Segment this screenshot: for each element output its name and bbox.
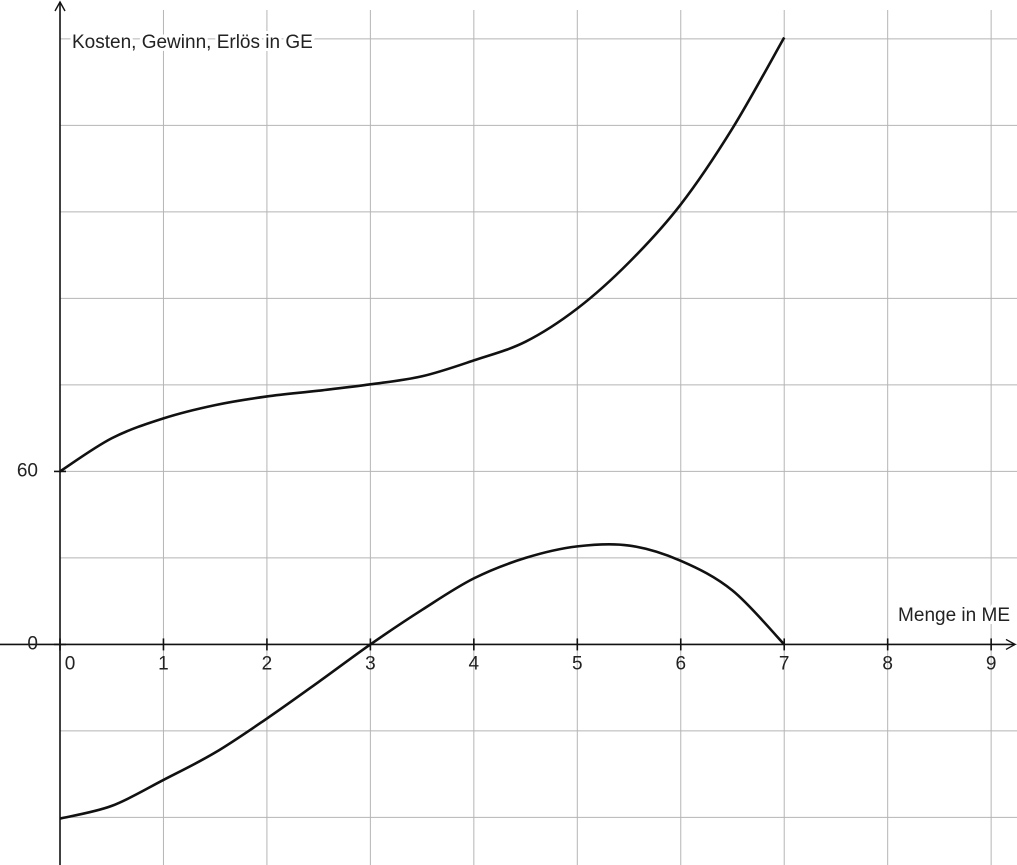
y-tick-label: 0 [27, 633, 38, 654]
curve [59, 542, 786, 820]
x-tick-label: 7 [779, 653, 790, 674]
x-tick-label: 8 [882, 653, 893, 674]
x-axis-label: Menge in ME [898, 605, 1010, 626]
y-tick-label: 60 [17, 460, 38, 481]
x-tick-label: 9 [986, 653, 997, 674]
x-tick-label: 2 [262, 653, 273, 674]
grid [59, 10, 1017, 865]
x-tick-label: 4 [469, 653, 480, 674]
labels: Kosten, Gewinn, Erlös in GE Menge in ME [69, 29, 1013, 629]
y-axis-label: Kosten, Gewinn, Erlös in GE [72, 32, 313, 53]
x-tick-label: 3 [365, 653, 376, 674]
x-tick-label: 5 [572, 653, 583, 674]
curve [59, 36, 786, 473]
x-tick-label: 0 [65, 653, 76, 674]
x-tick-label: 6 [675, 653, 686, 674]
x-tick-label: 1 [158, 653, 169, 674]
curves [59, 36, 786, 820]
